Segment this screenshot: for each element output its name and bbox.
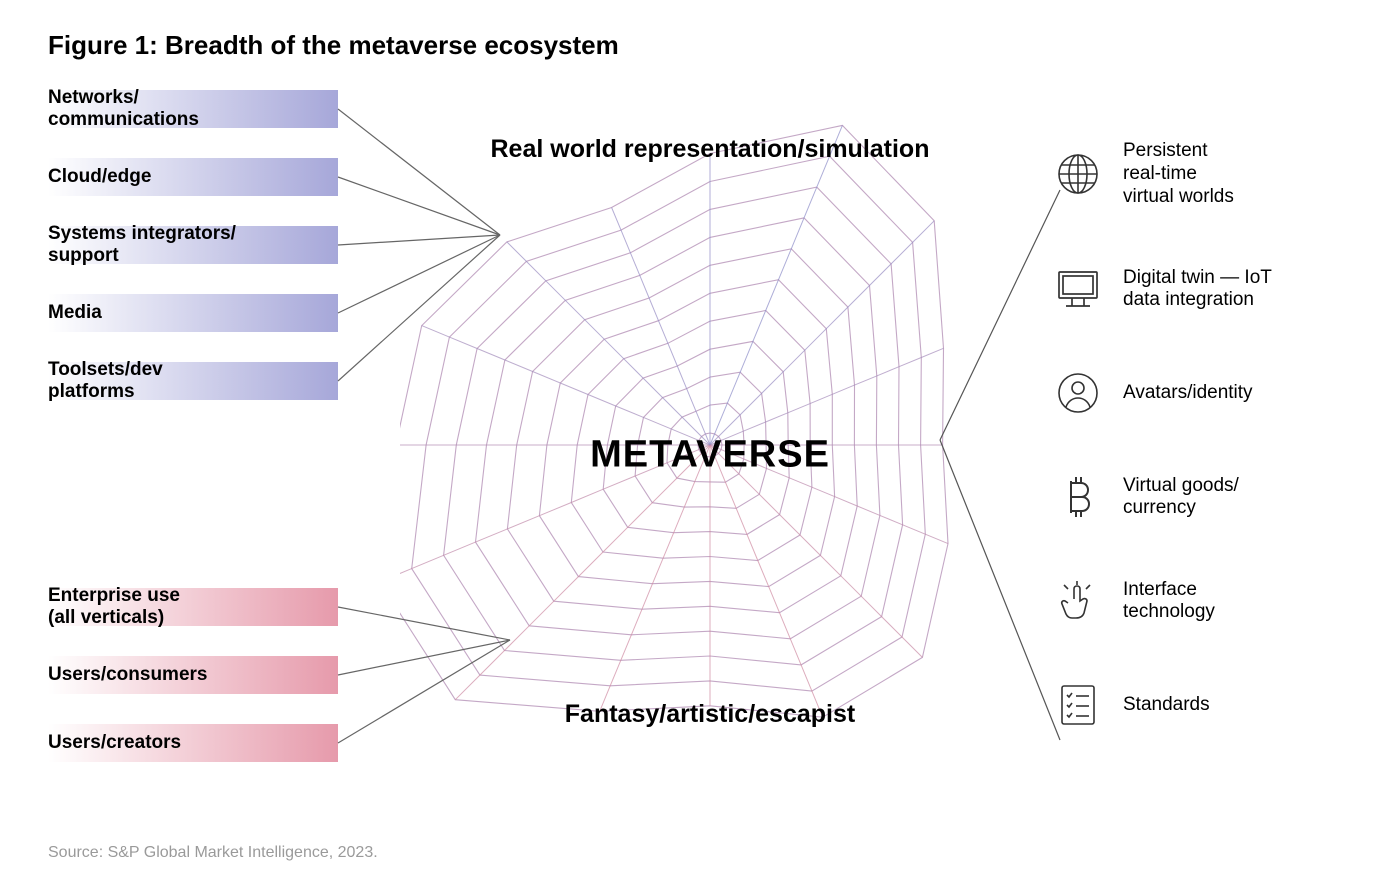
avatar-icon [1055, 370, 1101, 416]
figure-title: Figure 1: Breadth of the metaverse ecosy… [48, 30, 619, 61]
right-item-label: Standards [1123, 694, 1210, 717]
left-bar-label: Users/creators [48, 732, 181, 754]
left-bar-label: Users/consumers [48, 664, 207, 686]
source-attribution: Source: S&P Global Market Intelligence, … [48, 844, 378, 862]
right-item: Virtual goods/ currency [1055, 474, 1355, 520]
left-bar: Networks/ communications [48, 90, 338, 128]
center-bottom-label: Fantasy/artistic/escapist [400, 700, 1020, 729]
globe-icon [1055, 151, 1101, 197]
left-bar-label: Cloud/edge [48, 166, 151, 188]
left-bar: Users/consumers [48, 656, 338, 694]
right-item: Avatars/identity [1055, 370, 1355, 416]
monitor-icon [1055, 266, 1101, 312]
list-icon [1055, 682, 1101, 728]
left-bar-label: Networks/ communications [48, 87, 199, 131]
right-column: Persistent real-time virtual worlds Digi… [1055, 140, 1355, 786]
right-item: Digital twin — IoT data integration [1055, 266, 1355, 312]
left-bar-label: Media [48, 302, 102, 324]
left-bar: Cloud/edge [48, 158, 338, 196]
bitcoin-icon [1055, 474, 1101, 520]
right-item-label: Interface technology [1123, 579, 1215, 625]
left-bar: Users/creators [48, 724, 338, 762]
touch-icon [1055, 578, 1101, 624]
right-item-label: Virtual goods/ currency [1123, 475, 1239, 521]
left-bar-label: Enterprise use (all verticals) [48, 585, 180, 629]
center-top-label: Real world representation/simulation [400, 135, 1020, 164]
center-mesh-wrap: Real world representation/simulation MET… [400, 75, 1020, 835]
right-item: Standards [1055, 682, 1355, 728]
left-group-top: Networks/ communications Cloud/edge Syst… [48, 90, 338, 430]
left-bar-label: Toolsets/dev platforms [48, 359, 163, 403]
right-item: Persistent real-time virtual worlds [1055, 140, 1355, 208]
right-item-label: Digital twin — IoT data integration [1123, 267, 1272, 313]
left-bar: Media [48, 294, 338, 332]
right-item-label: Persistent real-time virtual worlds [1123, 140, 1234, 208]
right-item: Interface technology [1055, 578, 1355, 624]
left-bar: Systems integrators/ support [48, 226, 338, 264]
left-bar: Enterprise use (all verticals) [48, 588, 338, 626]
right-item-label: Avatars/identity [1123, 382, 1253, 405]
left-bar: Toolsets/dev platforms [48, 362, 338, 400]
center-title: METAVERSE [590, 434, 830, 477]
left-group-bottom: Enterprise use (all verticals) Users/con… [48, 588, 338, 792]
left-bar-label: Systems integrators/ support [48, 223, 236, 267]
